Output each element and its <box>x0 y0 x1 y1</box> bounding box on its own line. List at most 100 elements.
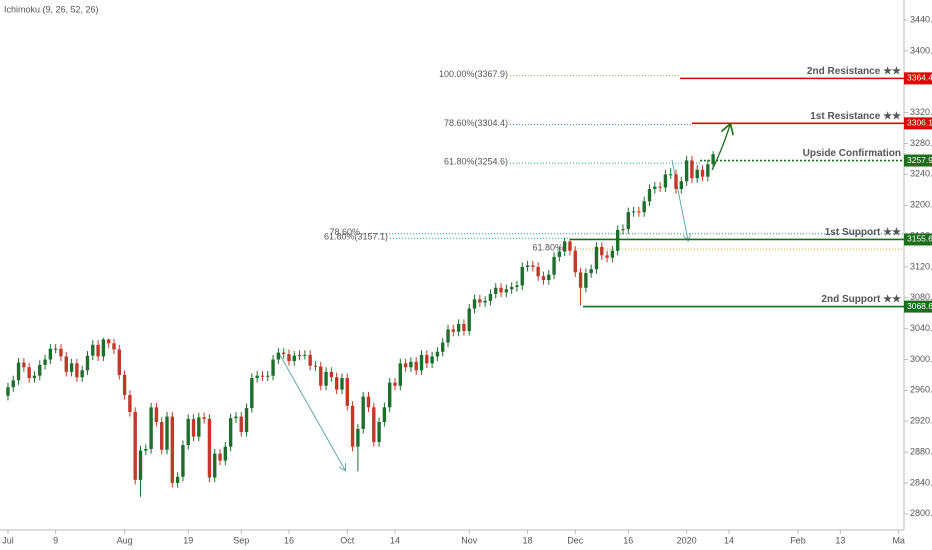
candle-body <box>573 250 577 273</box>
candle-body <box>589 269 593 274</box>
level-label: 2nd Support ★★ <box>821 294 901 305</box>
candle-body <box>175 476 180 483</box>
level-label: 1st Support ★★ <box>825 227 901 238</box>
candle-body <box>32 375 37 379</box>
y-tick-label: 2800.0 <box>910 508 932 518</box>
candle-body <box>287 354 291 362</box>
candle-body <box>711 154 715 165</box>
candle-body <box>562 241 567 252</box>
candle-body <box>297 354 302 356</box>
candle-body <box>165 416 169 450</box>
candle-body <box>144 448 148 451</box>
candle-body <box>106 339 111 344</box>
candle-body <box>446 329 450 343</box>
y-tick-label: 3040.0 <box>910 323 932 333</box>
candle-body <box>472 299 477 309</box>
price-box-label: 3364.4 <box>907 73 932 83</box>
price-box-label: 3068.6 <box>907 301 932 311</box>
candle-body <box>366 396 371 408</box>
candle-body <box>319 366 323 386</box>
candle-body <box>16 362 21 381</box>
candle-body <box>663 174 668 188</box>
candle-body <box>160 421 164 450</box>
candle-body <box>112 343 116 350</box>
candle-body <box>499 287 503 293</box>
price-box-label: 3155.6 <box>907 234 932 244</box>
candle-body <box>557 251 562 257</box>
candle-body <box>690 160 694 179</box>
candle-body <box>48 348 53 360</box>
x-tick-label: 18 <box>523 535 533 545</box>
y-tick-label: 3440.0 <box>910 14 932 24</box>
candle-body <box>525 265 530 267</box>
x-tick-label: Dec <box>567 535 584 545</box>
candle-body <box>615 229 620 251</box>
x-tick-label: 9 <box>53 535 58 545</box>
x-tick-label: 16 <box>623 535 633 545</box>
x-tick-label: Sep <box>233 535 249 545</box>
x-tick-label: Jul <box>2 535 14 545</box>
candle-body <box>154 407 159 422</box>
candle-body <box>133 411 137 480</box>
candle-body <box>382 407 387 422</box>
candle-body <box>234 416 238 419</box>
candle-body <box>483 300 487 303</box>
x-tick-label: Ma <box>892 535 905 545</box>
candle-body <box>356 428 360 447</box>
candle-body <box>679 181 684 190</box>
candle-body <box>462 324 466 331</box>
candle-body <box>340 378 344 390</box>
candle-body <box>308 354 312 366</box>
y-tick-label: 3200.0 <box>910 200 932 210</box>
candle-body <box>207 418 212 478</box>
y-tick-label: 3320.0 <box>910 107 932 117</box>
candle-body <box>541 276 546 281</box>
arrow <box>711 125 730 171</box>
candle-body <box>38 364 42 376</box>
price-box <box>904 154 932 167</box>
x-tick-label: 14 <box>724 535 734 545</box>
candle-body <box>85 355 90 371</box>
candle-body <box>584 273 588 288</box>
candle-body <box>531 265 535 267</box>
candle-body <box>552 256 556 275</box>
price-box-label: 3306.1 <box>907 118 932 128</box>
candle-body <box>451 329 456 332</box>
candle-body <box>637 211 641 213</box>
candle-body <box>292 355 296 362</box>
candle-body <box>536 266 540 277</box>
candle-body <box>435 351 440 357</box>
candle-body <box>626 212 630 230</box>
candle-body <box>568 241 572 251</box>
x-tick-label: 2020 <box>677 535 697 545</box>
y-tick-label: 2920.0 <box>910 416 932 426</box>
candle-body <box>213 453 217 478</box>
candle-body <box>441 342 445 352</box>
candle-body <box>388 382 392 408</box>
candle-body <box>674 174 678 190</box>
candle-body <box>239 416 243 433</box>
candle-body <box>509 286 514 290</box>
x-tick-label: Aug <box>117 535 133 545</box>
candle-body <box>684 160 689 182</box>
y-tick-label: 3080.0 <box>910 292 932 302</box>
candle-body <box>138 450 143 480</box>
price-box <box>904 117 932 130</box>
fib-label: 78.60% <box>329 227 360 237</box>
candle-body <box>398 363 403 386</box>
candle-body <box>361 396 365 429</box>
candle-body <box>456 324 461 332</box>
candle-body <box>403 363 408 368</box>
candle-body <box>266 375 270 377</box>
candle-body <box>27 367 31 379</box>
candle-body <box>128 394 132 412</box>
candle-body <box>149 407 153 449</box>
candle-body <box>191 418 196 437</box>
candle-body <box>653 186 657 190</box>
x-tick-label: 19 <box>183 535 193 545</box>
candle-body <box>186 418 190 446</box>
fib-label: 61.80% <box>532 243 563 253</box>
candle-body <box>59 348 63 357</box>
candle-body <box>281 352 286 355</box>
